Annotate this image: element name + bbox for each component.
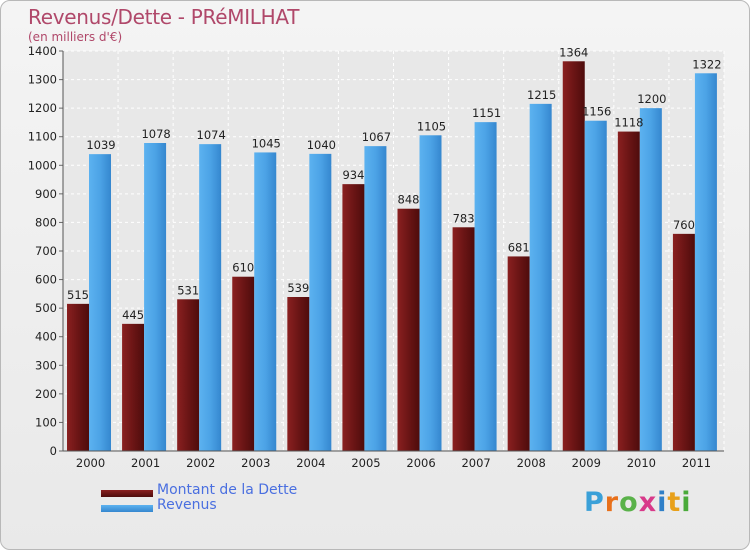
bar-revenue [364,146,387,451]
data-label-debt: 934 [342,168,364,182]
data-label-revenue: 1045 [252,136,281,150]
legend-label-debt: Montant de la Dette [157,482,298,498]
x-tick-label: 2010 [627,456,656,470]
y-tick-label: 1200 [28,101,57,115]
bar-debt [342,184,365,451]
x-tick-label: 2009 [572,456,601,470]
data-label-debt: 610 [232,261,254,275]
bar-debt [562,61,585,452]
x-tick-label: 2000 [76,456,105,470]
bar-debt [232,276,255,451]
data-label-debt: 445 [122,308,144,322]
bar-debt [452,227,475,451]
x-tick-label: 2002 [186,456,215,470]
bar-revenue [584,120,607,451]
data-label-revenue: 1105 [417,119,446,133]
bar-debt [67,303,89,451]
y-tick-label: 500 [35,301,57,315]
bar-debt [672,233,695,451]
x-tick-label: 2004 [296,456,325,470]
data-label-debt: 1118 [614,116,643,130]
x-tick-label: 2006 [406,456,435,470]
bar-debt [617,131,640,452]
data-label-debt: 515 [67,288,89,302]
y-tick-label: 900 [35,187,57,201]
bar-revenue [419,135,442,452]
bar-revenue [309,153,332,451]
data-label-revenue: 1215 [527,88,556,102]
legend-swatch-revenue [101,505,153,512]
y-tick-label: 1300 [28,73,57,87]
bar-revenue [254,152,277,451]
bar-debt [507,256,530,451]
x-tick-label: 2011 [682,456,711,470]
data-label-debt: 681 [508,240,530,254]
data-label-revenue: 1156 [582,105,611,119]
grid [59,50,725,452]
logo-letter: P [584,487,605,518]
bar-revenue [474,122,497,452]
data-label-revenue: 1078 [141,127,170,141]
y-tick-label: 800 [35,215,57,229]
bar-revenue [694,73,717,452]
data-label-revenue: 1067 [362,130,391,144]
y-tick-label: 100 [35,415,57,429]
logo-letter: x [638,487,658,518]
data-label-debt: 539 [287,281,309,295]
x-tick-label: 2005 [351,456,380,470]
bar-debt [177,299,200,451]
data-label-revenue: 1322 [692,57,721,71]
data-label-revenue: 1074 [197,128,226,142]
y-tick-label: 600 [35,273,57,287]
logo-letter: t [667,487,682,518]
bar-debt [122,323,145,451]
y-tick-label: 300 [35,358,57,372]
x-tick-label: 2008 [517,456,546,470]
logo-letter: i [657,487,668,518]
x-tick-label: 2001 [131,456,160,470]
data-label-revenue: 1040 [307,138,336,152]
data-label-revenue: 1039 [86,138,115,152]
bar-revenue [529,103,552,451]
y-tick-label: 200 [35,387,57,401]
data-label-revenue: 1200 [637,92,666,106]
bar-debt [287,297,310,451]
logo-letter: o [619,487,639,518]
data-label-debt: 783 [453,211,475,225]
legend-label-revenue: Revenus [157,497,217,513]
y-tick-label: 1000 [28,158,57,172]
bar-debt [397,208,420,451]
y-tick-label: 1400 [28,44,57,58]
logo-letter: r [604,487,620,518]
legend-swatch-debt [101,490,153,497]
data-label-debt: 531 [177,283,199,297]
bar-revenue [639,108,662,452]
data-label-revenue: 1151 [472,106,501,120]
y-tick-label: 0 [50,444,57,458]
bar-revenue [89,154,111,451]
bar-revenue [199,144,222,451]
bars [67,61,717,452]
bar-revenue [144,143,167,451]
x-tick-label: 2007 [461,456,490,470]
x-tick-label: 2003 [241,456,270,470]
data-label-debt: 760 [673,218,695,232]
chart-title: Revenus/Dette - PRéMILHAT [28,5,300,29]
y-tick-label: 700 [35,244,57,258]
y-tick-label: 400 [35,330,57,344]
y-tick-label: 1100 [28,130,57,144]
data-label-debt: 1364 [559,45,588,59]
proxiti-logo: Proxiti [584,487,692,518]
labels: 0 100 200 300 400 500 600 700 800 900 1000 1100 1200… [28,44,724,470]
logo-letter: i [681,487,692,518]
data-label-debt: 848 [398,193,420,207]
chart-subtitle: (en milliers d'€) [28,30,123,44]
